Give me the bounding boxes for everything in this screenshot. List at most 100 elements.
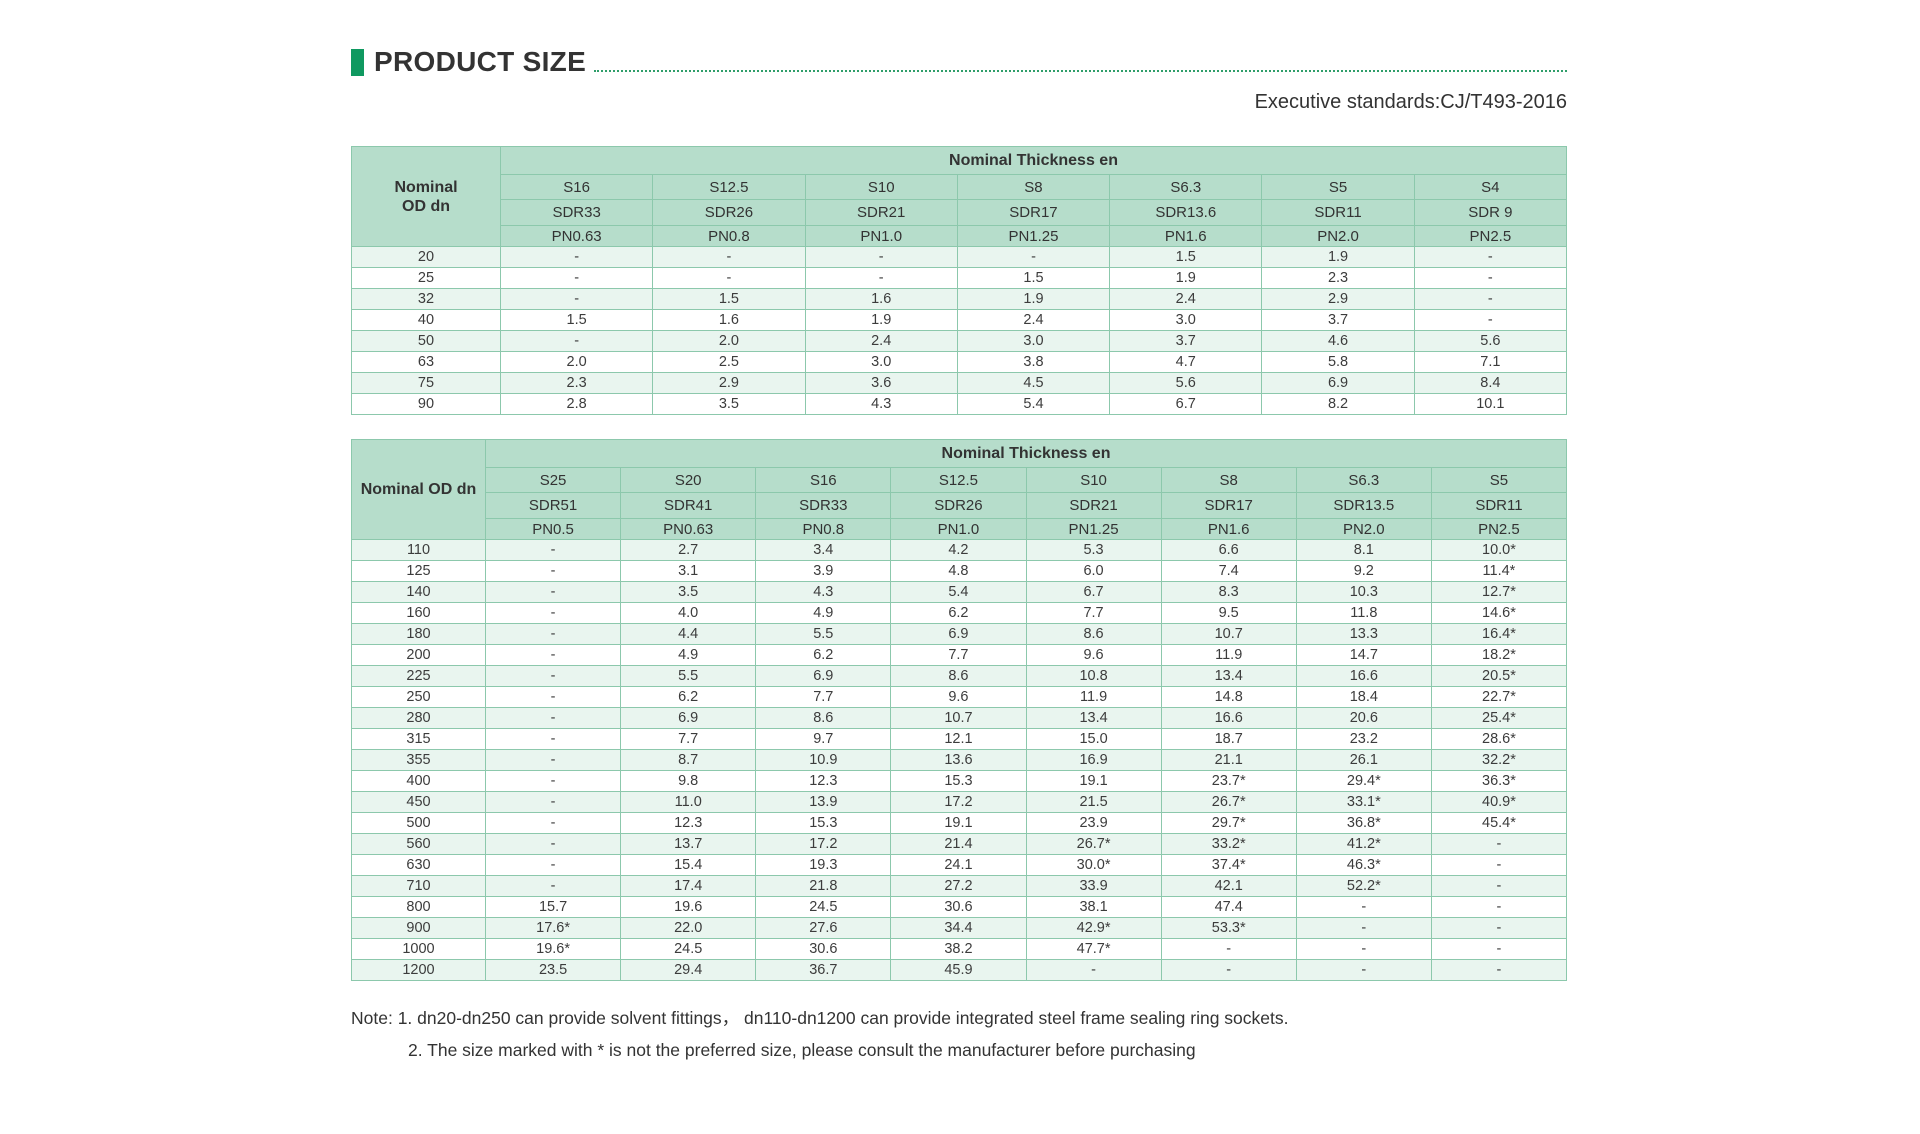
thickness-value-cell: 3.6 [804,372,958,394]
dn-cell: 160 [351,602,486,624]
thickness-value-cell: 6.2 [890,602,1027,624]
thickness-value-cell: 15.3 [890,770,1027,792]
thickness-value-cell: 15.0 [1025,728,1162,750]
thickness-value-cell: 10.3 [1295,581,1432,603]
thickness-value-cell: 16.4* [1430,623,1568,645]
thickness-value-cell: - [484,602,622,624]
thickness-value-cell: 8.6 [755,707,892,729]
table-row: 110-2.7 3.4 4.2 5.3 6.6 8.1 10.0* [351,539,1568,561]
product-size-table-large-dn: Nominal OD dn Nominal Thickness en S25 S2… [351,439,1568,981]
table2-s-row: S25 S20 S16 S12.5 S10 S8 S6.3 S5 [352,467,1568,493]
thickness-value-cell: 12.1 [890,728,1027,750]
table-row: 800 15.7 19.6 24.5 30.6 38.1 47.4- - [351,896,1568,918]
thickness-value-cell: 15.7 [484,896,622,918]
thickness-value-cell: - [484,833,622,855]
table2-pn-row: PN0.5 PN0.63 PN0.8 PN1.0 PN1.25 PN1.6 PN2.0 PN2… [352,518,1568,540]
thickness-value-cell: 47.7* [1025,938,1162,960]
thickness-value-cell: 2.0 [652,330,806,352]
thickness-value-cell: - [484,707,622,729]
thickness-value-cell: 45.9 [890,959,1027,981]
thickness-value-cell: - [484,749,622,771]
thickness-value-cell: - [1413,309,1568,331]
thickness-value-cell: 9.6 [890,686,1027,708]
product-size-table-small-dn: Nominal OD dn Nominal Thickness en S16 S1… [351,146,1568,415]
sdr-header-cell: SDR17 [956,199,1111,226]
thickness-value-cell: 1.6 [652,309,806,331]
thickness-value-cell: - [1430,938,1568,960]
table-row: 25- - -1.5 1.9 2.3- [351,267,1568,289]
thickness-value-cell: - [1295,959,1432,981]
thickness-value-cell: 2.9 [1261,288,1415,310]
thickness-value-cell: 2.9 [652,372,806,394]
s-series-header-cell: S6.3 [1109,174,1263,200]
thickness-value-cell: - [484,686,622,708]
thickness-value-cell: 42.1 [1160,875,1297,897]
thickness-value-cell: 29.4* [1295,770,1432,792]
thickness-value-cell: 1.5 [956,267,1111,289]
thickness-value-cell: - [1413,288,1568,310]
thickness-value-cell: 45.4* [1430,812,1568,834]
thickness-value-cell: 20.6 [1295,707,1432,729]
pn-header-cell: PN0.63 [620,518,757,540]
title-dotted-line [594,70,1567,72]
thickness-value-cell: 3.1 [620,560,757,582]
thickness-value-cell: - [484,581,622,603]
page-title: PRODUCT SIZE [374,46,587,77]
thickness-value-cell: 13.6 [890,749,1027,771]
dn-cell: 63 [351,351,501,373]
thickness-value-cell: - [484,770,622,792]
thickness-value-cell: 2.4 [956,309,1111,331]
thickness-value-cell: 17.2 [755,833,892,855]
thickness-value-cell: - [484,812,622,834]
table-row: 90 2.8 3.5 4.3 5.4 6.7 8.2 10.1 [351,393,1568,415]
thickness-value-cell: - [1430,875,1568,897]
table-row: 200-4.9 6.2 7.7 9.6 11.9 14.7 18.2* [351,644,1568,666]
table-row: 500-12.3 15.3 19.1 23.9 29.7* 36.8* 45.4* [351,812,1568,834]
table1-s-row: S16 S12.5 S10 S8 S6.3 S5 S4 [352,174,1568,200]
dn-cell: 450 [351,791,486,813]
thickness-value-cell: 24.5 [755,896,892,918]
dn-cell: 40 [351,309,501,331]
table-row: 450-11.0 13.9 17.2 21.5 26.7* 33.1* 40.9* [351,791,1568,813]
thickness-value-cell: 4.8 [890,560,1027,582]
thickness-value-cell: - [499,288,654,310]
thickness-value-cell: 8.3 [1160,581,1297,603]
thickness-value-cell: 36.8* [1295,812,1432,834]
thickness-value-cell: 11.4* [1430,560,1568,582]
thickness-value-cell: - [804,267,958,289]
title-accent-bar [351,48,364,76]
table-row: 560-13.7 17.2 21.4 26.7* 33.2* 41.2* - [351,833,1568,855]
thickness-value-cell: 8.6 [890,665,1027,687]
thickness-value-cell: - [1430,959,1568,981]
table-row: 250-6.2 7.7 9.6 11.9 14.8 18.4 22.7* [351,686,1568,708]
table-row: 355-8.7 10.9 13.6 16.9 21.1 26.1 32.2* [351,749,1568,771]
thickness-value-cell: 18.4 [1295,686,1432,708]
thickness-value-cell: - [1430,896,1568,918]
s-series-header-cell: S12.5 [652,174,806,200]
thickness-value-cell: 26.7* [1160,791,1297,813]
dn-cell: 110 [351,539,486,561]
dn-cell: 32 [351,288,501,310]
dn-cell: 630 [351,854,486,876]
thickness-value-cell: 16.6 [1295,665,1432,687]
thickness-value-cell: 36.7 [755,959,892,981]
thickness-value-cell: 18.7 [1160,728,1297,750]
table2-sdr-row: SDR51 SDR41 SDR33 SDR26 SDR21 SDR17 SDR13.5 SDR… [352,492,1568,519]
dn-cell: 500 [351,812,486,834]
thickness-value-cell: 4.0 [620,602,757,624]
thickness-value-cell: 1.9 [956,288,1111,310]
table-row: 315-7.7 9.7 12.1 15.0 18.7 23.2 28.6* [351,728,1568,750]
dn-cell: 1200 [351,959,486,981]
s-series-header-cell: S10 [804,174,958,200]
dn-cell: 250 [351,686,486,708]
thickness-value-cell: 27.6 [755,917,892,939]
thickness-value-cell: 4.9 [620,644,757,666]
thickness-value-cell: - [1160,959,1297,981]
thickness-value-cell: 13.7 [620,833,757,855]
thickness-value-cell: 3.7 [1261,309,1415,331]
thickness-value-cell: - [1025,959,1162,981]
dn-cell: 25 [351,267,501,289]
sdr-header-cell: SDR26 [890,492,1027,519]
thickness-value-cell: 3.8 [956,351,1111,373]
thickness-value-cell: - [484,539,622,561]
